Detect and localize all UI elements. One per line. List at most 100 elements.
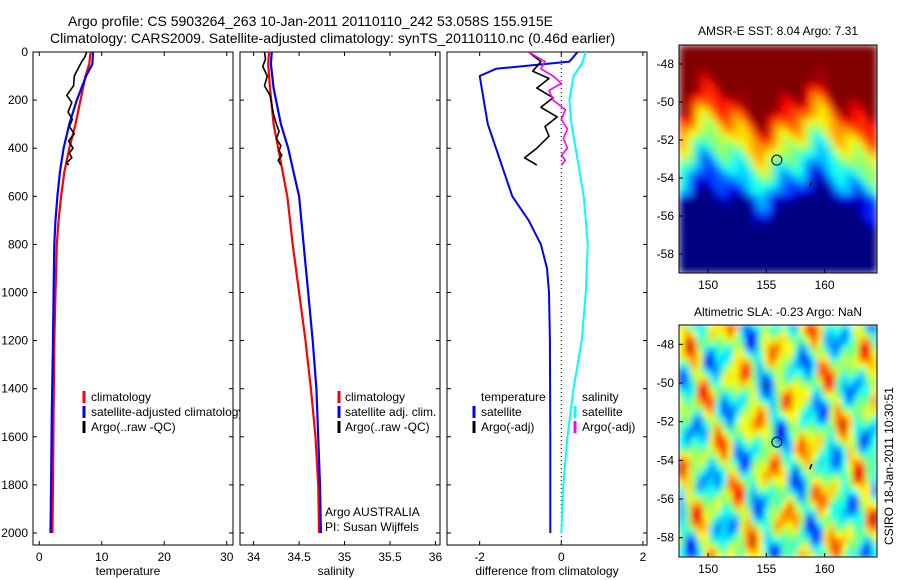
map-cell: [823, 51, 830, 58]
map-cell: [739, 453, 746, 460]
map-cell: [847, 93, 854, 100]
map-cell: [829, 386, 836, 393]
map-cell: [847, 183, 854, 190]
map-cell: [697, 129, 704, 136]
map-cell: [853, 159, 860, 166]
map-cell: [781, 177, 788, 184]
map-cell: [715, 495, 722, 503]
difference-plot-frame: [446, 51, 648, 546]
annotation-argo-australia: Argo AUSTRALIA: [325, 505, 420, 519]
y-tick-label: 1400: [1, 382, 28, 396]
map-cell: [805, 225, 812, 232]
map-cell: [691, 331, 698, 338]
map-cell: [841, 520, 848, 528]
map-cell: [841, 404, 848, 412]
map-cell: [787, 189, 794, 196]
map-cell: [841, 434, 848, 442]
map-cell: [739, 526, 746, 534]
map-cell: [847, 459, 854, 467]
map-cell: [823, 392, 830, 399]
map-cell: [739, 410, 746, 418]
map-cell: [685, 471, 692, 479]
map-cell: [835, 386, 842, 393]
map-cell: [781, 331, 788, 338]
map-cell: [679, 361, 686, 369]
map-cell: [817, 153, 824, 160]
map-cell: [817, 422, 824, 430]
map-cell: [847, 63, 854, 70]
map-cell: [799, 379, 806, 387]
map-cell: [823, 386, 830, 393]
map-cell: [757, 189, 764, 196]
map-cell: [679, 441, 686, 448]
map-cell: [835, 213, 842, 220]
map-cell: [865, 441, 872, 448]
map-cell: [853, 177, 860, 184]
map-cell: [775, 189, 782, 196]
map-cell: [787, 57, 794, 64]
map-cell: [829, 331, 836, 338]
map-cell: [841, 428, 848, 436]
figure-title-line1: Argo profile: CS 5903264_263 10-Jan-2011…: [68, 13, 553, 29]
map-cell: [835, 532, 842, 540]
map-cell: [685, 416, 692, 424]
map-cell: [715, 489, 722, 497]
map-cell: [721, 261, 728, 268]
map-cell: [781, 489, 788, 497]
map-cell: [811, 410, 818, 418]
map-cell: [691, 502, 698, 509]
map-cell: [679, 416, 686, 424]
map-cell: [763, 367, 770, 375]
map-cell: [733, 416, 740, 424]
map-cell: [829, 57, 836, 64]
map-cell: [685, 441, 692, 448]
map-cell: [757, 495, 764, 503]
map-cell: [793, 386, 800, 393]
map-cell: [733, 337, 740, 344]
map-cell: [751, 201, 758, 208]
map-cell: [781, 141, 788, 148]
argo-location-marker: [771, 436, 783, 448]
map-cell: [799, 171, 806, 178]
map-cell: [739, 51, 746, 58]
legend-temp-satellite-label: satellite: [481, 405, 522, 419]
map-cell: [799, 361, 806, 369]
map-cell: [691, 343, 698, 351]
map-cell: [769, 349, 776, 357]
map-cell: [853, 508, 860, 515]
map-cell: [703, 447, 710, 454]
map-cell: [715, 325, 722, 332]
map-cell: [841, 550, 848, 557]
map-cell: [799, 428, 806, 436]
map-cell: [727, 159, 734, 166]
map-cell: [703, 465, 710, 473]
map-cell: [727, 441, 734, 448]
annotation-pi: PI: Susan Wijffels: [325, 520, 419, 534]
map-cell: [823, 123, 830, 130]
map-cell: [679, 398, 686, 405]
map-cell: [865, 57, 872, 64]
map-cell: [751, 57, 758, 64]
map-cell: [847, 207, 854, 214]
map-cell: [793, 550, 800, 557]
map-cell: [781, 261, 788, 268]
map-cell: [733, 459, 740, 467]
map-cell: [847, 117, 854, 124]
map-cell: [739, 129, 746, 136]
map-cell: [721, 255, 728, 262]
map-cell: [721, 195, 728, 202]
map-cell: [841, 123, 848, 130]
map-cell: [787, 243, 794, 250]
map-cell: [787, 526, 794, 534]
map-cell: [775, 231, 782, 238]
map-cell: [721, 171, 728, 178]
map-cell: [763, 477, 770, 485]
map-cell: [799, 219, 806, 226]
map-cell: [805, 349, 812, 357]
map-cell: [679, 404, 686, 412]
map-cell: [715, 465, 722, 473]
map-cell: [721, 45, 728, 52]
map-cell: [817, 544, 824, 552]
map-cell: [811, 129, 818, 136]
map-cell: [727, 471, 734, 479]
